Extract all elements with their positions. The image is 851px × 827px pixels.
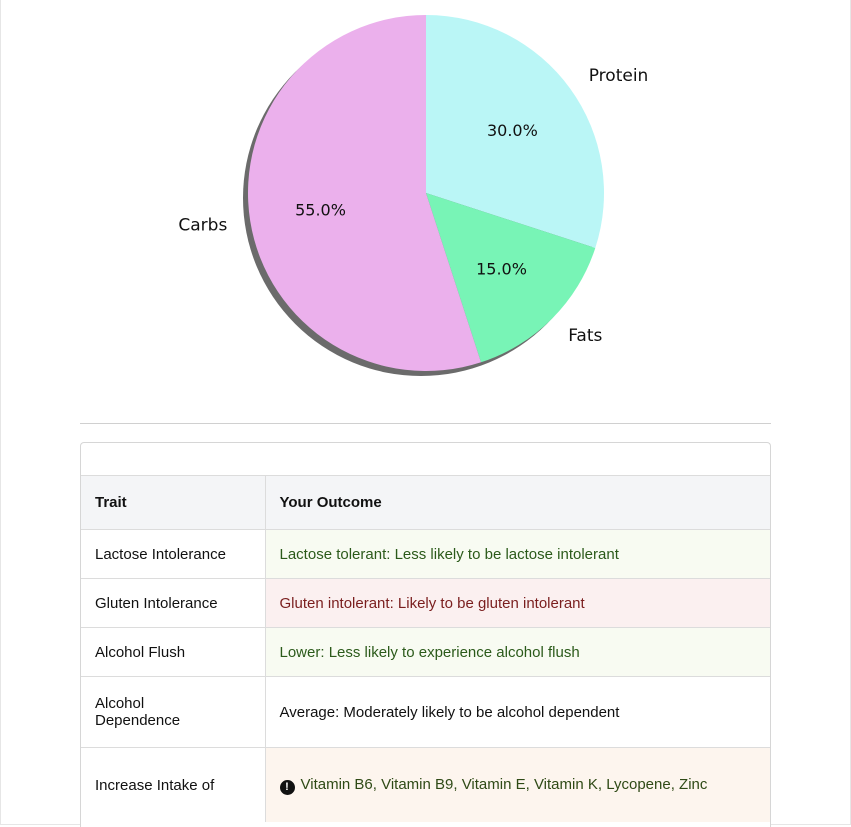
table-row: Lactose Intolerance Lactose tolerant: Le… — [81, 529, 770, 579]
trait-cell: Lactose Intolerance — [81, 529, 266, 579]
macronutrient-pie-chart: Protein 30.0% Fats 15.0% Carbs 55.0% — [178, 15, 649, 376]
pie-pct-protein: 30.0% — [487, 121, 538, 140]
pie-pct-fats: 15.0% — [476, 260, 527, 279]
trait-cell: Increase Intake of — [81, 747, 266, 822]
table-header-row: Trait Your Outcome — [81, 475, 770, 530]
table-row: Gluten Intolerance Gluten intolerant: Li… — [81, 578, 770, 628]
table-row: Increase Intake of ! Vitamin B6, Vitamin … — [81, 747, 770, 822]
section-divider — [80, 423, 771, 424]
outcome-cell: Lower: Less likely to experience alcohol… — [265, 627, 770, 677]
pie-label-carbs: Carbs — [178, 215, 227, 235]
trait-cell: Alcohol Dependence — [81, 676, 266, 748]
trait-text: Alcohol Dependence — [95, 695, 181, 729]
traits-table: Trait Your Outcome Lactose Intolerance L… — [81, 475, 770, 822]
header-outcome: Your Outcome — [265, 475, 770, 530]
header-trait: Trait — [81, 475, 266, 530]
exclamation-circle-icon: ! — [279, 779, 295, 795]
pie-pct-carbs: 55.0% — [295, 201, 346, 220]
pie-label-protein: Protein — [589, 66, 649, 86]
nutrient-list: Vitamin B6, Vitamin B9, Vitamin E, Vitam… — [300, 775, 708, 793]
outcome-cell: ! Vitamin B6, Vitamin B9, Vitamin E, Vita… — [265, 747, 770, 822]
outcome-cell: Average: Moderately likely to be alcohol… — [265, 676, 770, 748]
outcome-cell: Lactose tolerant: Less likely to be lact… — [265, 529, 770, 579]
traits-card: Trait Your Outcome Lactose Intolerance L… — [80, 442, 771, 827]
pie-slice-fats — [426, 193, 596, 363]
trait-cell: Alcohol Flush — [81, 627, 266, 677]
table-row: Alcohol Dependence Average: Moderately l… — [81, 676, 770, 748]
trait-cell: Gluten Intolerance — [81, 578, 266, 628]
pie-label-fats: Fats — [568, 326, 602, 346]
pie-slice-carbs — [248, 15, 482, 371]
table-row: Alcohol Flush Lower: Less likely to expe… — [81, 627, 770, 677]
pie-slice-protein — [426, 15, 605, 249]
outcome-cell: Gluten intolerant: Likely to be gluten i… — [265, 578, 770, 628]
